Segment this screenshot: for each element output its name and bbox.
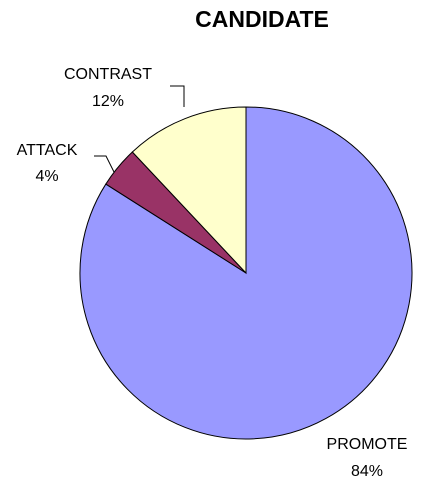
pie-slice-contrast bbox=[131, 106, 247, 275]
slice-value-contrast: 12% bbox=[92, 93, 124, 110]
slice-label-attack: ATTACK bbox=[17, 142, 78, 159]
slice-label-promote: PROMOTE bbox=[327, 436, 408, 453]
pie-slices bbox=[79, 106, 413, 440]
chart-title: CANDIDATE bbox=[195, 6, 329, 32]
slice-value-promote: 84% bbox=[351, 463, 383, 480]
leader-line-contrast bbox=[170, 85, 185, 107]
leader-line-attack bbox=[94, 155, 115, 173]
slice-value-attack: 4% bbox=[35, 168, 58, 185]
slice-labels: CONTRAST 12% ATTACK 4% PROMOTE 84% bbox=[17, 66, 408, 480]
slice-label-contrast: CONTRAST bbox=[64, 66, 152, 83]
leader-lines bbox=[94, 85, 185, 173]
